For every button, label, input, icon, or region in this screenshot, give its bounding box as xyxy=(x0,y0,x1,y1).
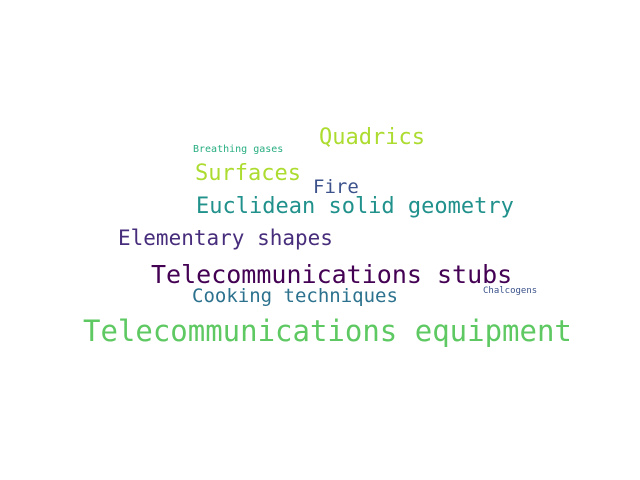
word-telecommunications-stubs: Telecommunications stubs xyxy=(151,260,513,289)
word-fire: Fire xyxy=(313,176,359,198)
word-telecommunications-equipment: Telecommunications equipment xyxy=(83,314,572,348)
word-breathing-gases: Breathing gases xyxy=(193,144,284,155)
word-elementary-shapes: Elementary shapes xyxy=(118,226,333,250)
word-cooking-techniques: Cooking techniques xyxy=(192,285,398,307)
word-chalcogens: Chalcogens xyxy=(483,286,538,296)
word-euclidean-solid-geometry: Euclidean solid geometry xyxy=(196,194,514,219)
word-quadrics: Quadrics xyxy=(319,125,425,150)
word-surfaces: Surfaces xyxy=(195,161,301,186)
